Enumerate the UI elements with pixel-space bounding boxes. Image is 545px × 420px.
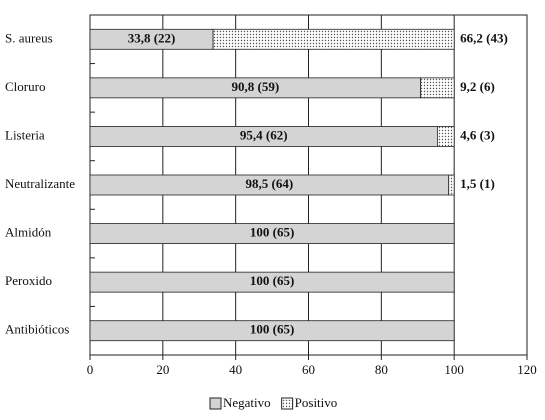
bar-segment bbox=[437, 126, 455, 147]
bar-segment bbox=[89, 320, 455, 342]
y-tick-label: Antibióticos bbox=[5, 322, 69, 337]
y-tick-label: Peroxido bbox=[5, 273, 52, 288]
y-tick-label: Almidón bbox=[5, 225, 52, 240]
value-label: 66,2 (43) bbox=[460, 30, 508, 45]
value-label: 9,2 (6) bbox=[460, 79, 495, 94]
x-tick-label: 0 bbox=[87, 362, 94, 377]
value-label: 100 (65) bbox=[250, 273, 294, 288]
y-tick-label: Listeria bbox=[5, 127, 45, 142]
bar-segment bbox=[448, 174, 455, 196]
x-tick-label: 80 bbox=[375, 362, 388, 377]
y-tick-label: S. aureus bbox=[5, 30, 53, 45]
legend-label: Negativo bbox=[223, 395, 271, 410]
bar-segment bbox=[212, 28, 455, 50]
value-label: 33,8 (22) bbox=[128, 30, 176, 45]
value-label: 100 (65) bbox=[250, 225, 294, 240]
value-label: 98,5 (64) bbox=[246, 176, 294, 191]
value-label: 4,6 (3) bbox=[460, 127, 495, 142]
x-tick-label: 120 bbox=[517, 362, 537, 377]
legend-label: Positivo bbox=[295, 395, 338, 410]
bar-segment bbox=[89, 271, 455, 293]
value-label: 95,4 (62) bbox=[240, 127, 288, 142]
bar-segment bbox=[89, 223, 455, 244]
x-tick-label: 40 bbox=[229, 362, 242, 377]
value-label: 100 (65) bbox=[250, 322, 294, 337]
value-label: 1,5 (1) bbox=[460, 176, 495, 191]
bar-segment bbox=[420, 77, 455, 99]
legend-swatch bbox=[281, 397, 294, 410]
x-tick-label: 60 bbox=[302, 362, 315, 377]
x-tick-label: 20 bbox=[156, 362, 169, 377]
y-tick-label: Cloruro bbox=[5, 79, 45, 94]
y-tick-label: Neutralizante bbox=[5, 176, 75, 191]
value-label: 90,8 (59) bbox=[231, 79, 279, 94]
legend-swatch bbox=[209, 397, 222, 410]
x-tick-label: 100 bbox=[444, 362, 464, 377]
